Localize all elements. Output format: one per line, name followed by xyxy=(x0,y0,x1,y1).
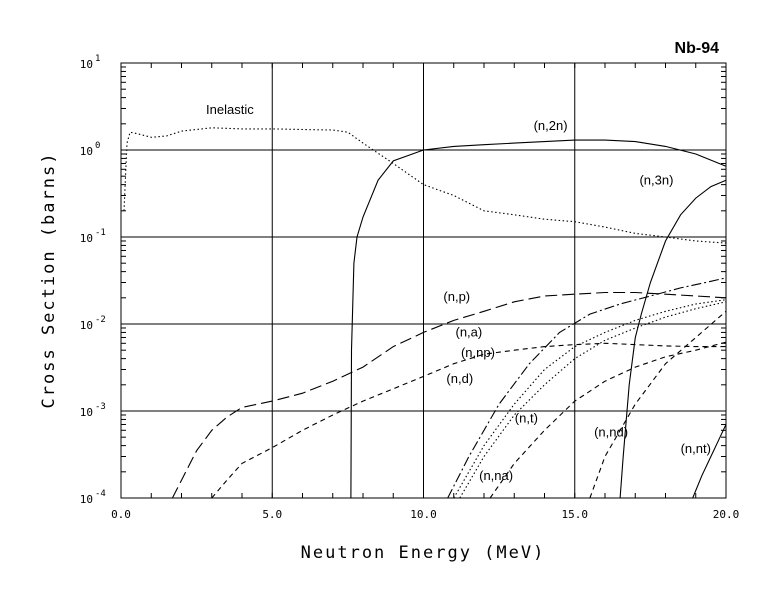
y-tick-base: 10 xyxy=(80,493,93,506)
y-tick-label: 10 -2 xyxy=(80,315,106,332)
series-label: (n,3n) xyxy=(639,173,673,188)
series-line-n-p xyxy=(171,291,727,499)
chart-title: Nb-94 xyxy=(675,40,720,57)
y-tick-base: 10 xyxy=(80,58,93,71)
series-line-n-3n xyxy=(619,179,727,499)
series-label: (n,nd) xyxy=(594,424,628,439)
series-label: (n,np) xyxy=(461,345,495,360)
y-tick-exponent: 1 xyxy=(95,54,100,64)
series-line-n-a xyxy=(211,342,726,499)
series-label: (n,2n) xyxy=(534,118,568,133)
series-label: (n,t) xyxy=(515,410,538,425)
y-tick-label: 10 0 xyxy=(80,141,101,158)
series-line-n-2n xyxy=(350,139,727,499)
x-tick-label: 10.0 xyxy=(410,508,437,521)
series-lines xyxy=(123,127,727,499)
series-line-n-np xyxy=(453,299,727,499)
series-label: (n,p) xyxy=(443,289,470,304)
x-tick-label: 15.0 xyxy=(562,508,589,521)
series-label: (n,d) xyxy=(446,371,473,386)
grid-lines xyxy=(120,63,727,498)
x-tick-label: 0.0 xyxy=(111,508,131,521)
x-tick-labels: 0.0 5.0 10.0 15.0 20.0 xyxy=(111,508,739,521)
series-label: (n,nt) xyxy=(681,441,711,456)
series-label: (n,a) xyxy=(456,324,483,339)
y-axis-label: Cross Section (barns) xyxy=(39,152,59,409)
y-tick-label: 10 -4 xyxy=(80,489,106,506)
plot-frame xyxy=(120,62,727,499)
y-tick-exponent: -4 xyxy=(95,489,106,499)
x-tick-label: 20.0 xyxy=(713,508,740,521)
y-tick-base: 10 xyxy=(80,319,93,332)
y-tick-base: 10 xyxy=(80,145,93,158)
series-line-inelastic xyxy=(123,127,727,244)
y-tick-label: 10 1 xyxy=(80,54,101,71)
y-tick-exponent: -1 xyxy=(95,228,106,238)
y-tick-base: 10 xyxy=(80,406,93,419)
series-line-n-t xyxy=(489,341,727,499)
y-tick-exponent: -3 xyxy=(95,402,106,412)
y-tick-label: 10 -3 xyxy=(80,402,106,419)
series-label: (n,na) xyxy=(479,468,513,483)
series-labels: Inelastic (n,2n) (n,3n) (n,p) (n,a) (n,np) (n,… xyxy=(206,102,711,483)
y-tick-exponent: -2 xyxy=(95,315,106,325)
minor-ticks xyxy=(120,63,727,498)
x-axis-label: Neutron Energy (MeV) xyxy=(301,543,546,563)
y-tick-label: 10 -1 xyxy=(80,228,106,245)
y-tick-exponent: 0 xyxy=(95,141,100,151)
y-tick-base: 10 xyxy=(80,232,93,245)
series-line-n-nt xyxy=(692,424,727,499)
x-tick-label: 5.0 xyxy=(262,508,282,521)
series-line-n-nd xyxy=(589,310,727,499)
series-line-n-d xyxy=(447,277,727,499)
series-label: Inelastic xyxy=(206,102,254,117)
